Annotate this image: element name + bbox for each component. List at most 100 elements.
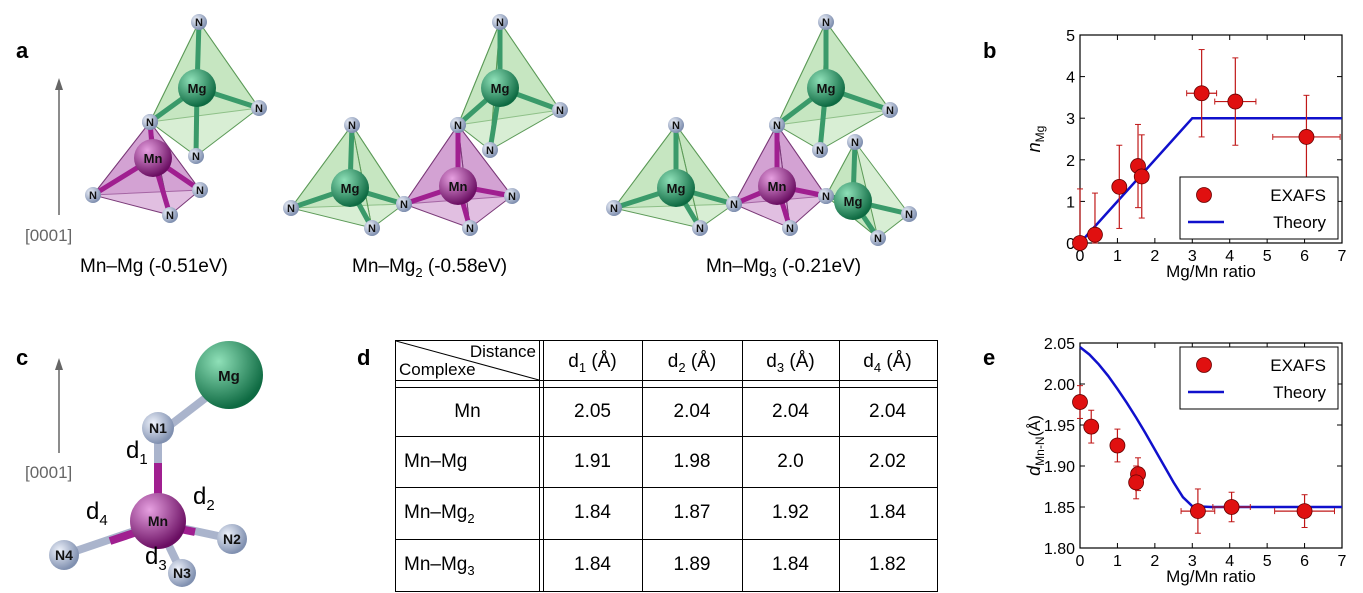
y-tick-label: 4 bbox=[1066, 70, 1075, 87]
mg-atom-label: Mg bbox=[667, 181, 686, 196]
table-cell: 1.98 bbox=[673, 450, 711, 472]
table-cell: 1.84 bbox=[574, 554, 611, 575]
mg-tetrahedron-3b: N N N N Mg bbox=[769, 14, 898, 158]
exafs-point bbox=[1272, 94, 1341, 180]
mg-tetrahedron-2b: N N N N Mg bbox=[450, 14, 568, 158]
mn-tetrahedron-2: N N N N Mn bbox=[396, 117, 520, 236]
exafs-point bbox=[1083, 409, 1100, 444]
mg-atom bbox=[657, 169, 695, 207]
mg-atom-label: Mg bbox=[218, 368, 240, 385]
n-atom-label: N bbox=[886, 105, 894, 117]
mg-atom bbox=[834, 182, 872, 220]
table-row-label: Mn bbox=[454, 400, 481, 422]
n-atom bbox=[726, 196, 742, 212]
n-atom bbox=[552, 102, 568, 118]
n-atom bbox=[162, 207, 178, 223]
mn-atom bbox=[134, 139, 172, 177]
table-cell: 2.02 bbox=[869, 450, 906, 472]
mg-atom bbox=[481, 69, 519, 107]
y-tick-label: 2 bbox=[1066, 153, 1075, 170]
mg-tetrahedron-3c: N N N N Mg bbox=[818, 134, 917, 246]
n-atom bbox=[812, 142, 828, 158]
table-header-d4: d4 (Å) bbox=[863, 351, 912, 375]
mg-atom bbox=[331, 169, 369, 207]
n-atom-label: N bbox=[851, 137, 859, 149]
panel-a-structures: NNNNMgNNNNMnNNNNMgNNNNMnNNNNMgNNNNMgNNNN… bbox=[55, 14, 917, 246]
n-atom-label: N bbox=[816, 145, 824, 157]
plot-frame bbox=[1079, 34, 1343, 244]
n4-atom-label: N4 bbox=[55, 547, 73, 563]
exafs-point bbox=[1128, 465, 1145, 500]
y-tick-label: 5 bbox=[1066, 28, 1075, 45]
mg-atom-label: Mg bbox=[844, 194, 863, 209]
n4-atom bbox=[49, 540, 79, 570]
n-atom bbox=[818, 188, 834, 204]
n-atom-label: N bbox=[368, 223, 376, 235]
n-atom bbox=[901, 206, 917, 222]
exafs-point bbox=[1111, 144, 1128, 229]
n-atom-label: N bbox=[696, 223, 704, 235]
exafs-point bbox=[1186, 49, 1218, 138]
mg-tetrahedron-3a: N N N N Mg bbox=[606, 117, 742, 236]
n-atom bbox=[504, 188, 520, 204]
panel-a-axis-label: [0001] bbox=[25, 226, 73, 245]
n-atom bbox=[396, 196, 412, 212]
mg-atom bbox=[195, 341, 263, 409]
n2-atom-label: N2 bbox=[223, 531, 241, 547]
table-cell: 1.87 bbox=[673, 502, 711, 523]
mg-atom bbox=[178, 69, 216, 107]
n-atom bbox=[85, 187, 101, 203]
x-tick-label: 2 bbox=[1150, 248, 1159, 265]
distance-label-d3: d3 bbox=[145, 543, 167, 574]
y-tick-label: 1.95 bbox=[1044, 418, 1075, 435]
x-tick-label: 3 bbox=[1188, 553, 1197, 570]
exafs-point bbox=[1072, 188, 1088, 251]
panel-label-e: e bbox=[983, 345, 996, 370]
caption-mn-mg2: Mn–Mg2 (-0.58eV) bbox=[352, 256, 508, 280]
n3-atom-label: N3 bbox=[173, 565, 191, 581]
n-atom-label: N bbox=[192, 151, 200, 163]
exafs-point bbox=[1180, 488, 1216, 534]
legend-exafs-marker bbox=[1196, 187, 1212, 203]
n-atom-label: N bbox=[773, 120, 781, 132]
mn-atom bbox=[758, 167, 796, 205]
mg-atom bbox=[807, 69, 845, 107]
legend-exafs-marker bbox=[1196, 357, 1212, 373]
n-atom bbox=[344, 117, 360, 133]
n-atom-label: N bbox=[822, 191, 830, 203]
n-atom bbox=[606, 200, 622, 216]
y-tick-label: 2.05 bbox=[1044, 336, 1075, 353]
table-corner-complexe: Complexe bbox=[399, 360, 476, 379]
mg-atom-label: Mg bbox=[188, 81, 207, 96]
x-tick-label: 6 bbox=[1300, 248, 1309, 265]
table-row-label: Mn–Mg2 bbox=[404, 502, 475, 526]
y-axis-label: nMg bbox=[1024, 126, 1047, 153]
exafs-point bbox=[1214, 57, 1257, 146]
legend-exafs-label: EXAFS bbox=[1270, 356, 1326, 375]
n1-atom bbox=[142, 412, 174, 444]
table-cell: 1.92 bbox=[772, 502, 809, 523]
distance-label-d1: d1 bbox=[126, 437, 148, 468]
n-atom-label: N bbox=[496, 17, 504, 29]
mn-atom-label: Mn bbox=[144, 151, 163, 166]
y-tick-label: 3 bbox=[1066, 111, 1075, 128]
caption-mn-mg: Mn–Mg (-0.51eV) bbox=[80, 256, 228, 277]
exafs-point bbox=[1274, 494, 1336, 528]
n-atom-label: N bbox=[905, 209, 913, 221]
x-axis-label: Mg/Mn ratio bbox=[1166, 262, 1256, 281]
n-atom bbox=[482, 142, 498, 158]
chart-e: 0 1 2 3 4 5 6 7 1.80 1.85 1.90 1.95 2.00 2.05 Mg/Mn ra… bbox=[1024, 336, 1347, 586]
table-cell: 1.91 bbox=[574, 450, 611, 472]
x-axis-label: Mg/Mn ratio bbox=[1166, 567, 1256, 586]
x-tick-label: 0 bbox=[1076, 553, 1085, 570]
n-atom bbox=[692, 220, 708, 236]
x-tick-label: 5 bbox=[1263, 248, 1272, 265]
distance-label-d4: d4 bbox=[86, 498, 108, 529]
n-atom-label: N bbox=[400, 199, 408, 211]
y-axis-label: dMn-N(Å) bbox=[1024, 415, 1047, 476]
n-atom bbox=[191, 14, 207, 30]
c-axis-arrow-c bbox=[55, 358, 63, 453]
n-atom bbox=[450, 117, 466, 133]
table-header-d3: d3 (Å) bbox=[766, 351, 815, 375]
n-atom bbox=[192, 182, 208, 198]
